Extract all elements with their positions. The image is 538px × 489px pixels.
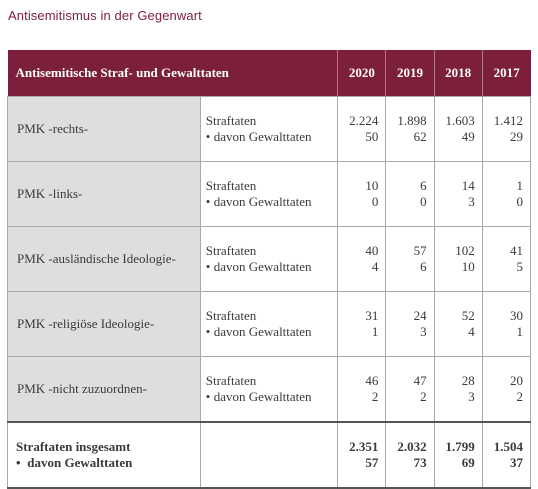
table-row: PMK -links- Straftaten 10 6 14 1 (7, 161, 532, 227)
value-cell: 28 (433, 356, 483, 389)
straftaten-label: Straftaten (199, 356, 339, 389)
value-cell: 102 (433, 226, 483, 259)
value-cell: 52 (433, 291, 483, 324)
bullet-icon: • (205, 129, 211, 144)
straftaten-label: Straftaten (199, 96, 339, 129)
bullet-icon: • (205, 324, 211, 339)
gewalt-text: davon Gewalttaten (213, 324, 312, 339)
value-cell: 47 (385, 356, 435, 389)
straftaten-label: Straftaten (199, 226, 339, 259)
table-row: • davon Gewalttaten 1 3 4 1 (8, 324, 532, 357)
gewalt-text: davon Gewalttaten (213, 194, 312, 209)
table-row: PMK -rechts- Straftaten 2.224 1.898 1.60… (7, 96, 532, 162)
gewalt-text: davon Gewalttaten (213, 259, 312, 274)
value-cell: 57 (385, 226, 435, 259)
value-cell: 1.898 (385, 96, 435, 129)
year-header: 2018 (434, 50, 483, 97)
bullet-icon: • (205, 389, 211, 404)
value-cell: 73 (385, 455, 435, 489)
group-label: PMK -religiöse Ideologie- (7, 291, 201, 357)
year-header: 2019 (385, 50, 435, 97)
value-cell: 57 (337, 455, 387, 489)
value-cell: 1 (337, 324, 387, 357)
value-cell: 24 (385, 291, 435, 324)
value-cell: 29 (481, 129, 532, 162)
total-gewalt-text: davon Gewalttaten (27, 455, 133, 470)
value-cell: 1.603 (433, 96, 483, 129)
value-cell: 10 (337, 161, 387, 194)
value-cell: 2 (385, 389, 435, 423)
value-cell: 1 (481, 161, 532, 194)
table-row: • davon Gewalttaten 4 6 10 5 (8, 259, 532, 292)
value-cell: 14 (433, 161, 483, 194)
value-cell: 1.504 (481, 421, 532, 455)
value-cell: 31 (337, 291, 387, 324)
table-title: Antisemitische Straf- und Gewalttaten (7, 50, 339, 97)
bullet-icon: • (16, 455, 21, 470)
total-label: Straftaten insgesamt (7, 421, 201, 455)
value-cell: 50 (337, 129, 387, 162)
value-cell: 3 (433, 194, 483, 227)
group-label: PMK -rechts- (7, 96, 201, 162)
value-cell: 2 (337, 389, 387, 423)
value-cell: 0 (385, 194, 435, 227)
gewalt-label: • davon Gewalttaten (199, 259, 339, 292)
group-label: PMK -links- (7, 161, 201, 227)
group-label: PMK -ausländische Ideologie- (7, 226, 201, 292)
table-header-row: Antisemitische Straf- und Gewalttaten 20… (7, 50, 531, 97)
value-cell: 69 (433, 455, 483, 489)
value-cell: 6 (385, 161, 435, 194)
total-sub-empty (199, 421, 339, 489)
value-cell: 41 (481, 226, 532, 259)
table-row: • davon Gewalttaten 50 62 49 29 (8, 129, 532, 162)
year-header: 2017 (482, 50, 531, 97)
table-row: PMK -nicht zuzuordnen- Straftaten 46 47 … (7, 356, 532, 423)
table-row: PMK -religiöse Ideologie- Straftaten 31 … (7, 291, 532, 357)
value-cell: 0 (337, 194, 387, 227)
value-cell: 5 (481, 259, 532, 292)
value-cell: 2.032 (385, 421, 435, 455)
straftaten-label: Straftaten (199, 291, 339, 324)
value-cell: 2.224 (337, 96, 387, 129)
value-cell: 4 (337, 259, 387, 292)
table-row-total: Straftaten insgesamt 2.351 2.032 1.799 1… (7, 421, 532, 489)
value-cell: 2.351 (337, 421, 387, 455)
gewalt-label: • davon Gewalttaten (199, 194, 339, 227)
value-cell: 20 (481, 356, 532, 389)
value-cell: 1.412 (481, 96, 532, 129)
value-cell: 3 (433, 389, 483, 423)
value-cell: 37 (481, 455, 532, 489)
total-gewalt-label: • davon Gewalttaten (7, 455, 201, 489)
bullet-icon: • (205, 194, 211, 209)
gewalt-label: • davon Gewalttaten (199, 129, 339, 162)
value-cell: 40 (337, 226, 387, 259)
value-cell: 3 (385, 324, 435, 357)
statistics-table: Antisemitische Straf- und Gewalttaten 20… (7, 50, 532, 489)
value-cell: 46 (337, 356, 387, 389)
value-cell: 0 (481, 194, 532, 227)
value-cell: 6 (385, 259, 435, 292)
value-cell: 49 (433, 129, 483, 162)
value-cell: 10 (433, 259, 483, 292)
table-row: PMK -ausländische Ideologie- Straftaten … (7, 226, 532, 292)
gewalt-text: davon Gewalttaten (213, 389, 312, 404)
page-title: Antisemitismus in der Gegenwart (8, 8, 202, 23)
bullet-icon: • (205, 259, 211, 274)
value-cell: 1 (481, 324, 532, 357)
straftaten-label: Straftaten (199, 161, 339, 194)
group-label: PMK -nicht zuzuordnen- (7, 356, 201, 423)
value-cell: 1.799 (433, 421, 483, 455)
gewalt-label: • davon Gewalttaten (199, 324, 339, 357)
value-cell: 2 (481, 389, 532, 423)
year-header: 2020 (337, 50, 387, 97)
value-cell: 62 (385, 129, 435, 162)
value-cell: 30 (481, 291, 532, 324)
gewalt-text: davon Gewalttaten (213, 129, 312, 144)
table-row: • davon Gewalttaten 0 0 3 0 (8, 194, 532, 227)
gewalt-label: • davon Gewalttaten (199, 389, 339, 423)
value-cell: 4 (433, 324, 483, 357)
